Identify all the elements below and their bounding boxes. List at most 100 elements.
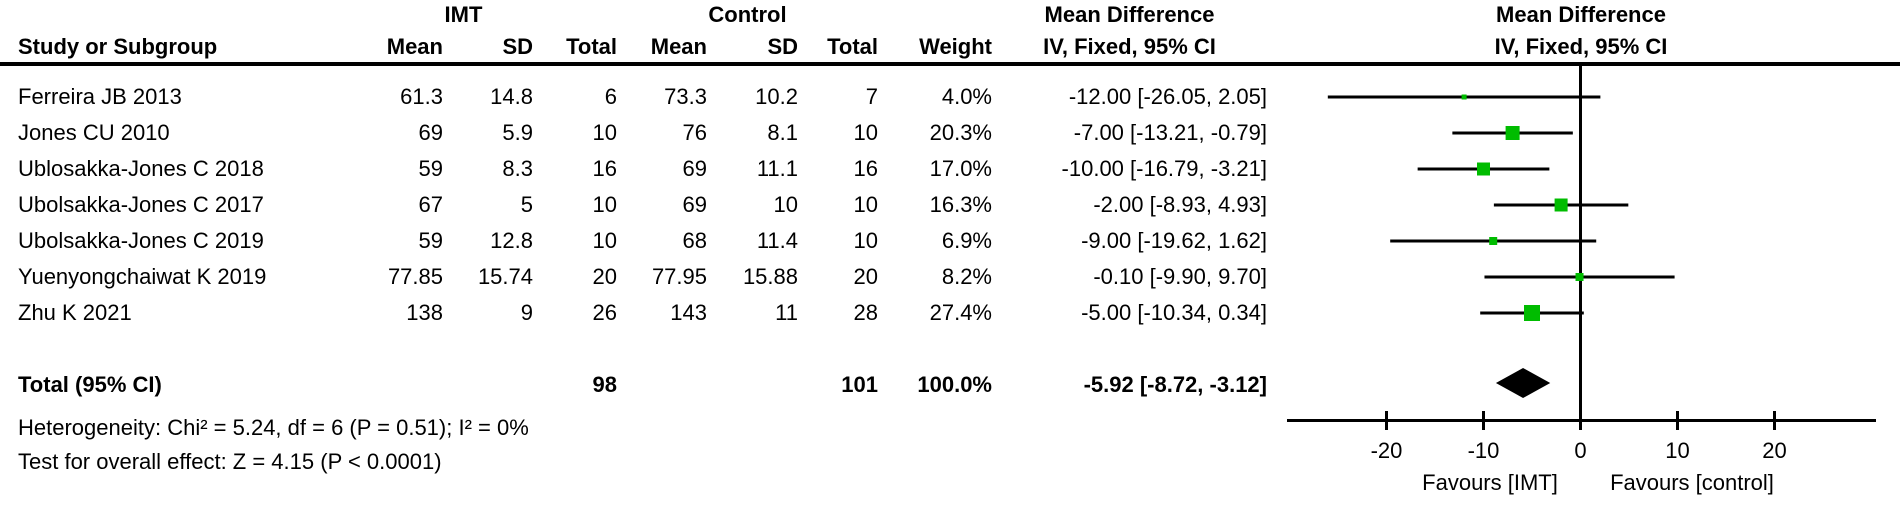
imt-group-label: IMT [444,2,483,27]
table-row: Yuenyongchaiwat K 2019 77.85 15.74 20 77… [0,259,1267,295]
weight-value: 20.3% [929,120,992,145]
control-group-label: Control [708,2,787,27]
ctrl-total-value: 10 [853,120,878,145]
col-header-ci-plot: IV, Fixed, 95% CI [1494,34,1668,59]
ci-value: -10.00 [-16.79, -3.21] [1061,156,1267,181]
imt-total-value: 16 [592,156,617,181]
study-name: Zhu K 2021 [18,300,132,325]
weight-value: 27.4% [929,300,992,325]
imt-mean-value: 59 [418,156,443,181]
study-marker [1489,237,1498,245]
ctrl-sd-value: 10.2 [755,84,798,109]
header-rule [0,62,1900,66]
heterogeneity-note: Heterogeneity: Chi² = 5.24, df = 6 (P = … [18,415,529,440]
study-name: Ubolsakka-Jones C 2019 [18,228,264,253]
ctrl-mean-value: 143 [670,300,707,325]
imt-total-value: 6 [604,84,617,109]
total-imt-total: 98 [592,372,617,397]
study-name: Yuenyongchaiwat K 2019 [18,264,267,289]
imt-mean-value: 69 [418,120,443,145]
table-row: Zhu K 2021 138 9 26 143 11 28 27.4% -5.0… [0,295,1267,331]
col-header-imt-sd: SD [502,34,533,59]
imt-mean-value: 77.85 [387,264,443,289]
study-marker [1575,273,1584,281]
imt-total-value: 10 [592,192,617,217]
ctrl-sd-value: 8.1 [767,120,798,145]
ctrl-total-value: 10 [853,228,878,253]
imt-mean-value: 59 [418,228,443,253]
ctrl-total-value: 20 [853,264,878,289]
imt-sd-value: 14.8 [490,84,533,109]
ctrl-mean-value: 77.95 [651,264,707,289]
total-label: Total (95% CI) [18,372,162,397]
tick-label: -20 [1371,438,1403,463]
imt-total-value: 10 [592,120,617,145]
study-name: Ublosakka-Jones C 2018 [18,156,264,181]
study-name: Jones CU 2010 [18,120,170,145]
imt-mean-value: 138 [406,300,443,325]
ctrl-total-value: 10 [853,192,878,217]
weight-value: 6.9% [941,228,992,253]
imt-total-value: 20 [592,264,617,289]
ci-value: -0.10 [-9.90, 9.70] [1093,264,1267,289]
ci-value: -9.00 [-19.62, 1.62] [1081,228,1267,253]
tick-label: 20 [1762,438,1786,463]
imt-mean-value: 61.3 [400,84,443,109]
imt-mean-value: 67 [418,192,443,217]
total-ctrl-total: 101 [841,372,878,397]
weight-value: 8.2% [941,264,992,289]
ci-value: -7.00 [-13.21, -0.79] [1073,120,1267,145]
imt-sd-value: 9 [520,300,533,325]
study-marker [1554,198,1568,212]
ci-value: -2.00 [-8.93, 4.93] [1093,192,1267,217]
ctrl-sd-value: 15.88 [742,264,798,289]
study-name: Ubolsakka-Jones C 2017 [18,192,264,217]
column-header-row: Study or Subgroup Mean SD Total Mean SD … [0,30,1267,64]
favours-left-label: Favours [IMT] [1422,470,1558,495]
total-row: Total (95% CI) 98 101 100.0% -5.92 [-8.7… [0,367,1267,403]
table-row: Ubolsakka-Jones C 2017 67 5 10 69 10 10 … [0,187,1267,223]
table-row: Ubolsakka-Jones C 2019 59 12.8 10 68 11.… [0,223,1267,259]
ctrl-total-value: 7 [865,84,878,109]
study-name: Ferreira JB 2013 [18,84,182,109]
table-row: Ferreira JB 2013 61.3 14.8 6 73.3 10.2 7… [0,79,1267,115]
col-header-weight: Weight [919,34,992,59]
total-ci: -5.92 [-8.72, -3.12] [1083,372,1267,397]
tick-label: 0 [1574,438,1586,463]
ctrl-mean-value: 68 [682,228,707,253]
total-weight: 100.0% [917,372,992,397]
imt-total-value: 10 [592,228,617,253]
weight-value: 4.0% [941,84,992,109]
favours-right-label: Favours [control] [1610,470,1774,495]
col-header-ci-text: IV, Fixed, 95% CI [1043,34,1216,59]
tick-label: -10 [1468,438,1500,463]
overall-effect-note: Test for overall effect: Z = 4.15 (P < 0… [18,449,442,474]
mean-difference-plot-label: Mean Difference [1496,2,1666,27]
study-rows: Ferreira JB 2013 61.3 14.8 6 73.3 10.2 7… [0,79,1267,331]
imt-sd-value: 8.3 [502,156,533,181]
ci-value: -5.00 [-10.34, 0.34] [1081,300,1267,325]
imt-sd-value: 12.8 [490,228,533,253]
weight-value: 16.3% [929,192,992,217]
col-header-study: Study or Subgroup [18,34,218,59]
study-marker [1505,126,1520,140]
imt-sd-value: 15.74 [477,264,533,289]
ctrl-sd-value: 11.4 [756,228,798,253]
ctrl-mean-value: 73.3 [664,84,707,109]
ctrl-sd-value: 10 [773,192,798,217]
ci-value: -12.00 [-26.05, 2.05] [1068,84,1267,109]
col-header-ctrl-mean: Mean [650,34,707,59]
col-header-imt-total: Total [566,34,617,59]
ctrl-mean-value: 76 [682,120,707,145]
study-marker [1461,94,1467,100]
study-marker [1524,305,1540,321]
table-row: Ublosakka-Jones C 2018 59 8.3 16 69 11.1… [0,151,1267,187]
ctrl-total-value: 28 [853,300,878,325]
col-header-imt-mean: Mean [386,34,443,59]
mean-difference-text-label: Mean Difference [1044,2,1215,27]
ctrl-total-value: 16 [853,156,878,181]
weight-value: 17.0% [929,156,992,181]
ctrl-sd-value: 11.1 [756,156,798,181]
pooled-diamond [1495,368,1551,398]
